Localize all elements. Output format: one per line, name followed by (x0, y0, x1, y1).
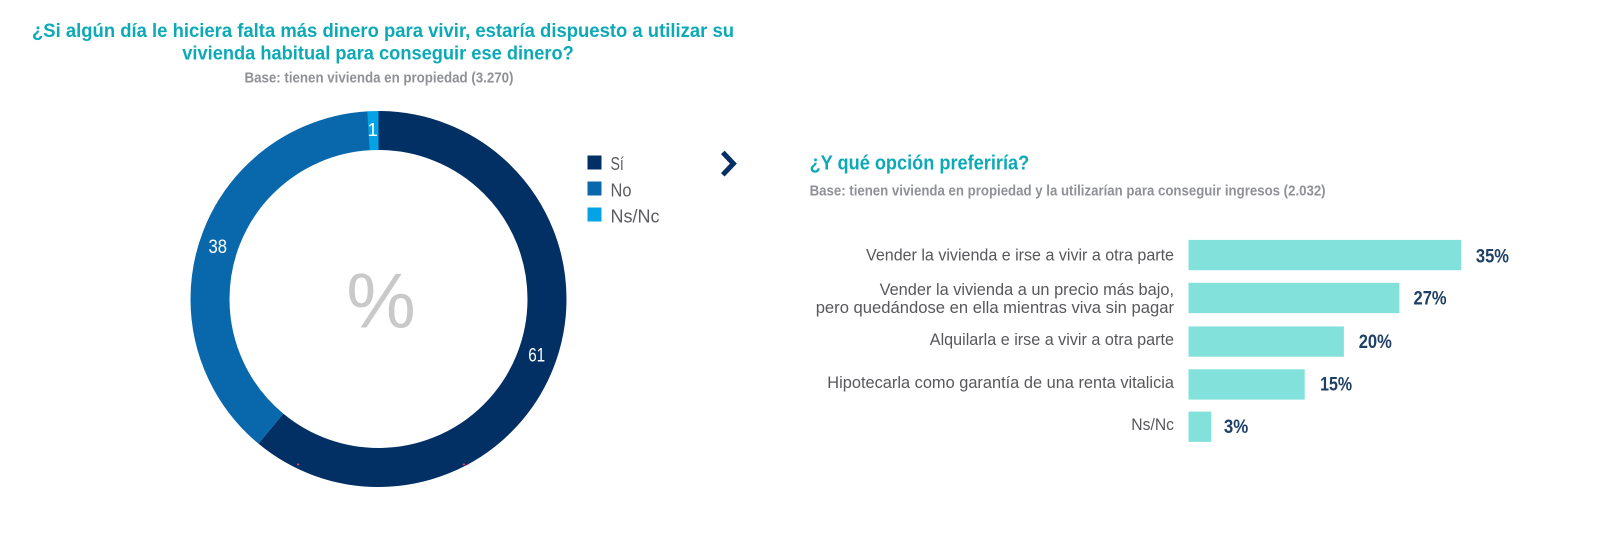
svg-text:15%: 15% (1320, 375, 1352, 396)
svg-text:vivienda habitual para consegu: vivienda habitual para conseguir ese din… (182, 43, 574, 65)
svg-text:Base: tienen vivienda en propi: Base: tienen vivienda en propiedad y la … (810, 184, 1326, 200)
svg-text:Ns/Nc: Ns/Nc (611, 207, 660, 227)
svg-text:Vender la vivienda a un precio: Vender la vivienda a un precio más bajo, (880, 280, 1174, 299)
svg-text:pero quedándose en ella mientr: pero quedándose en ella mientras viva si… (816, 298, 1175, 317)
svg-text:20%: 20% (1359, 332, 1392, 353)
svg-text:38: 38 (209, 236, 228, 258)
svg-text:Sí: Sí (611, 154, 624, 174)
svg-text:61: 61 (528, 345, 545, 367)
svg-text:%: % (346, 256, 415, 344)
svg-text:1: 1 (367, 119, 377, 140)
svg-text:35%: 35% (1476, 246, 1509, 267)
svg-text:27%: 27% (1414, 289, 1447, 310)
svg-text:¿Y qué opción preferiría?: ¿Y qué opción preferiría? (810, 152, 1030, 175)
svg-text:No: No (611, 181, 632, 201)
svg-text:¿Si algún día le hiciera falta: ¿Si algún día le hiciera falta más diner… (32, 20, 734, 42)
svg-text:Vender la vivienda e irse a vi: Vender la vivienda e irse a vivir a otra… (866, 246, 1174, 265)
svg-text:Ns/Nc: Ns/Nc (1131, 415, 1174, 434)
svg-text:Hipotecarla como garantía de u: Hipotecarla como garantía de una renta v… (827, 373, 1174, 392)
svg-text:Base: tienen vivienda en propi: Base: tienen vivienda en propiedad (3.27… (245, 71, 514, 87)
svg-text:Alquilarla e irse a vivir a ot: Alquilarla e irse a vivir a otra parte (930, 330, 1174, 349)
svg-text:3%: 3% (1224, 417, 1248, 438)
